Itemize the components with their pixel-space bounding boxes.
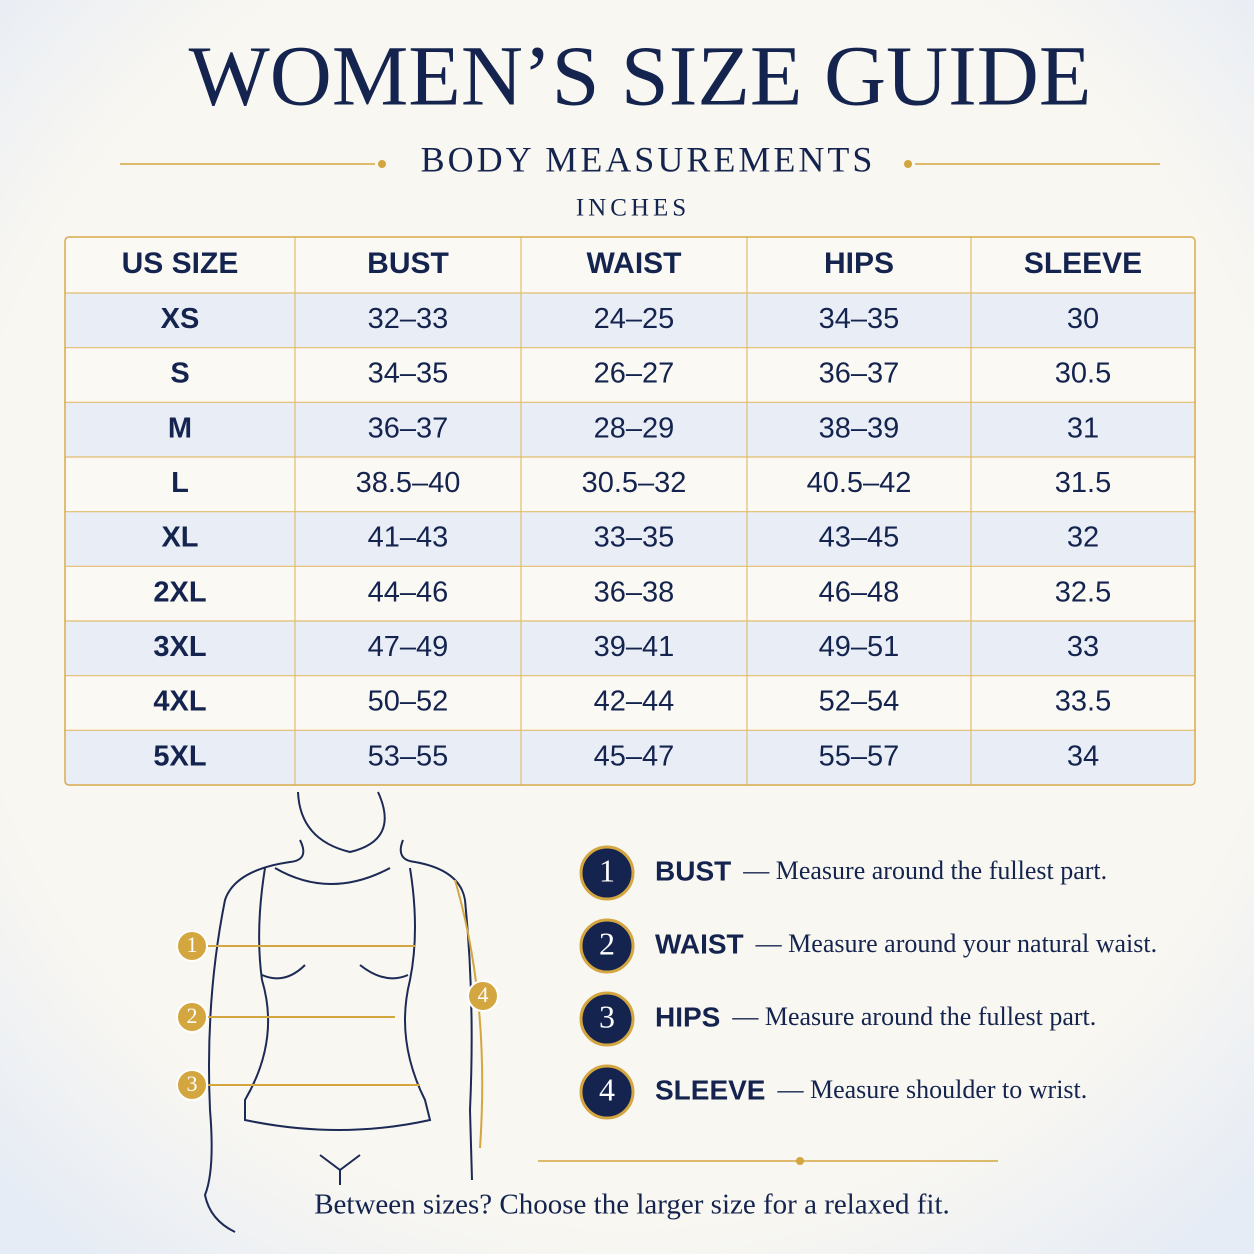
table: XS 32–33 24–25 34–35 30 S 34–35 26–27 36–37 30.5 M… [64, 236, 1196, 786]
column-header: US SIZE [122, 247, 239, 280]
marker [176, 1069, 208, 1101]
cell: 32–33 [368, 303, 449, 335]
cell: 44–46 [368, 576, 449, 608]
footer-note: Between sizes? Choose the larger size fo… [314, 1189, 950, 1221]
size-cell: M [168, 412, 192, 444]
cell: 32.5 [1055, 576, 1111, 608]
cell: 46–48 [819, 576, 900, 608]
table-border [64, 236, 1196, 786]
cell: 34–35 [819, 303, 900, 335]
step-label: WAIST [655, 928, 744, 959]
row-bg [66, 621, 1194, 676]
size-cell: 3XL [153, 631, 206, 663]
row-bg [66, 402, 1194, 457]
size-cell: 4XL [153, 686, 206, 718]
cell: 32 [1067, 522, 1099, 554]
cell: 30 [1067, 303, 1099, 335]
cell: 53–55 [368, 740, 449, 772]
cell: 38.5–40 [356, 467, 461, 499]
marker-number: 4 [478, 982, 489, 1007]
row-bg [66, 293, 1194, 348]
subtitle: BODY MEASUREMENTS [421, 139, 876, 179]
title: WOMEN’S SIZE GUIDE [189, 28, 1092, 124]
size-cell: S [170, 358, 189, 390]
cell: 36–37 [819, 358, 900, 390]
step-text: — Measure around the fullest part. [731, 1002, 1096, 1031]
step-number: 4 [599, 1071, 615, 1107]
cell: 38–39 [819, 412, 900, 444]
cell: 39–41 [594, 631, 675, 663]
size-cell: L [171, 467, 189, 499]
cell: 34 [1067, 740, 1099, 772]
cell: 26–27 [594, 358, 675, 390]
size-cell: 2XL [153, 576, 206, 608]
column-header: SLEEVE [1024, 247, 1142, 280]
cell: 33.5 [1055, 686, 1111, 718]
column-header: BUST [367, 247, 449, 280]
cell: 36–38 [594, 576, 675, 608]
measure-lines [208, 879, 484, 1149]
cell: 40.5–42 [807, 467, 912, 499]
dot [904, 160, 912, 168]
cell: 34–35 [368, 358, 449, 390]
cell: 45–47 [594, 740, 675, 772]
cell: 31.5 [1055, 467, 1111, 499]
step-label: BUST [655, 855, 731, 886]
step-badge [579, 991, 635, 1047]
step-badge [579, 918, 635, 974]
unit: INCHES [576, 195, 690, 222]
step-badge [579, 845, 635, 901]
marker-number: 3 [187, 1071, 198, 1096]
step-number: 2 [599, 925, 615, 961]
step-label: SLEEVE [655, 1074, 765, 1105]
step-number: 3 [599, 998, 615, 1034]
size-cell: XL [161, 522, 198, 554]
step-text: — Measure around the fullest part. [742, 856, 1107, 885]
size-cell: XS [161, 303, 200, 335]
column-header: HIPS [824, 247, 894, 280]
body-figure [203, 791, 473, 1233]
cell: 30.5–32 [582, 467, 687, 499]
cell: 28–29 [594, 412, 675, 444]
marker [176, 1001, 208, 1033]
row-bg [66, 511, 1194, 567]
cell: 33–35 [594, 522, 675, 554]
cell: 47–49 [368, 631, 449, 663]
cell: 33 [1067, 631, 1099, 663]
cell: 41–43 [368, 522, 449, 554]
marker [176, 930, 208, 962]
cell: 30.5 [1055, 358, 1111, 390]
cell: 31 [1067, 412, 1099, 444]
cell: 42–44 [594, 686, 675, 718]
row-bg [66, 730, 1194, 785]
cell: 52–54 [819, 686, 900, 718]
cell: 50–52 [368, 686, 449, 718]
column-header: WAIST [587, 247, 682, 280]
marker-number: 1 [187, 932, 198, 957]
cell: 55–57 [819, 740, 900, 772]
cell: 36–37 [368, 412, 449, 444]
step-badge [579, 1064, 635, 1120]
marker [467, 980, 499, 1012]
cell: 24–25 [594, 303, 675, 335]
step-text: — Measure around your natural waist. [755, 929, 1157, 958]
dot [378, 160, 386, 168]
marker-number: 2 [187, 1003, 198, 1028]
cell: 49–51 [819, 631, 900, 663]
step-label: HIPS [655, 1001, 720, 1032]
size-cell: 5XL [153, 740, 206, 772]
cell: 43–45 [819, 522, 900, 554]
step-number: 1 [599, 852, 615, 888]
dot [796, 1157, 804, 1165]
step-text: — Measure shoulder to wrist. [776, 1075, 1087, 1104]
